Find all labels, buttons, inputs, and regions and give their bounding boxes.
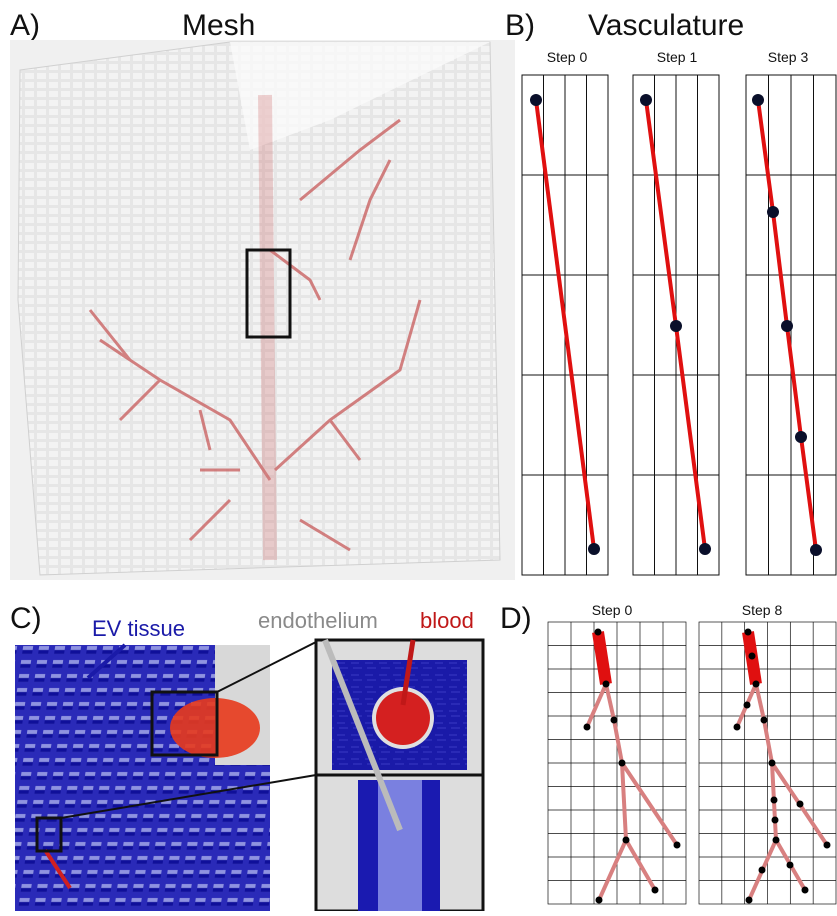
panel-title: Vasculature <box>588 9 744 42</box>
step-label: Step 0 <box>547 49 588 65</box>
step-label: Step 1 <box>657 49 698 65</box>
grids <box>548 622 836 904</box>
panel-label: B) <box>505 9 535 42</box>
blood-vessel <box>170 698 260 758</box>
annotation: endothelium <box>258 608 378 633</box>
panel-label: D) <box>500 602 532 635</box>
step-label: Step 0 <box>592 602 633 618</box>
panel-d: D) Step 0 Step 8 <box>500 602 836 904</box>
panel-label: C) <box>10 602 42 635</box>
panel-title: Mesh <box>182 9 255 42</box>
step-label: Step 8 <box>742 602 783 618</box>
figure: A) Mesh B) Vasculature Step 0 Step 1 Ste… <box>0 0 837 911</box>
panel-label: A) <box>10 9 40 42</box>
panel-c: C) EV tissue endothelium blood <box>10 602 483 911</box>
nodes <box>584 629 831 904</box>
vessel-trunk <box>598 632 756 684</box>
annotation: EV tissue <box>92 616 185 641</box>
panel-b: B) Vasculature Step 0 Step 1 Step 3 <box>505 9 836 575</box>
panel-a: A) Mesh <box>10 9 515 580</box>
endothelium <box>378 780 422 911</box>
annotation: blood <box>420 608 474 633</box>
step-label: Step 3 <box>768 49 809 65</box>
